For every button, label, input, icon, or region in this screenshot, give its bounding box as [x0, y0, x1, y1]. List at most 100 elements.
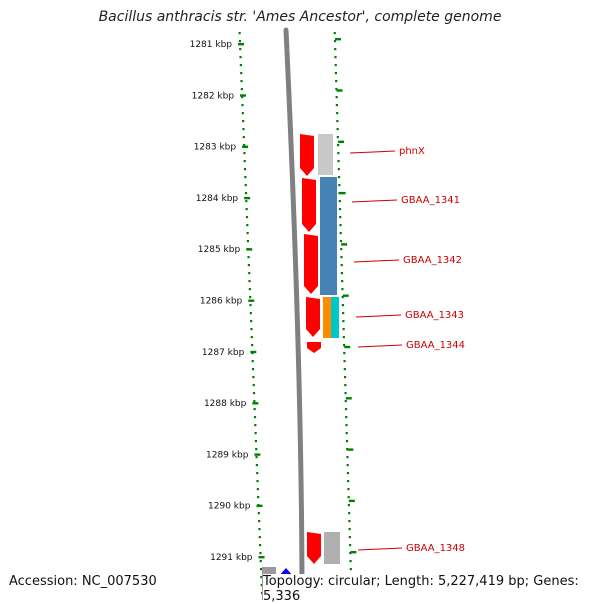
minor-tick [253, 400, 256, 403]
minor-tick [239, 64, 242, 67]
leader-line [353, 259, 400, 263]
minor-tick [334, 72, 338, 75]
minor-tick [348, 528, 351, 531]
minor-tick [346, 448, 349, 451]
minor-tick [339, 216, 342, 219]
minor-tick [337, 160, 340, 163]
gene-block-phnX [318, 134, 333, 175]
minor-tick [335, 88, 338, 91]
minor-tick [346, 464, 349, 467]
minor-tick [333, 32, 336, 35]
cds-arrow [306, 297, 320, 337]
minor-tick [251, 368, 255, 371]
leader-line [351, 199, 398, 203]
minor-tick [348, 512, 351, 515]
gene-label[interactable]: GBAA_1342 [403, 255, 462, 266]
gene-block-GBAA_1343 [323, 297, 331, 338]
gene-label[interactable]: GBAA_1348 [406, 543, 465, 554]
minor-tick [339, 224, 342, 227]
minor-tick [259, 560, 262, 563]
major-tick [339, 191, 346, 195]
major-tick [348, 499, 355, 503]
minor-tick [333, 40, 337, 43]
major-tick [242, 145, 249, 148]
minor-tick [349, 544, 352, 547]
gene-block-GBAA_1341 [320, 177, 337, 295]
minor-tick [250, 320, 253, 323]
minor-tick [246, 224, 249, 227]
minor-tick [243, 144, 246, 147]
minor-tick [258, 528, 261, 531]
minor-tick [259, 544, 262, 547]
major-tick [256, 504, 263, 508]
minor-tick [347, 488, 350, 491]
minor-tick [249, 296, 252, 299]
gene-label[interactable]: GBAA_1341 [401, 195, 460, 206]
minor-tick [337, 152, 340, 155]
minor-tick [258, 520, 261, 523]
cds-arrow [307, 342, 321, 353]
minor-tick [241, 104, 244, 107]
minor-tick [245, 200, 248, 203]
gene-label[interactable]: GBAA_1343 [405, 310, 464, 321]
minor-tick [337, 144, 340, 147]
minor-tick [347, 496, 350, 499]
minor-tick [345, 424, 348, 427]
backbone-line [283, 27, 305, 600]
leader-line [355, 314, 402, 318]
minor-tick [338, 200, 341, 203]
minor-tick [260, 576, 263, 579]
minor-tick [342, 336, 345, 339]
major-tick [342, 294, 349, 297]
minor-tick [340, 272, 344, 275]
tick-label: 1283 kbp [194, 143, 237, 153]
minor-tick [341, 280, 344, 283]
cds-arrow [307, 532, 321, 564]
minor-tick [255, 464, 258, 467]
minor-tick [245, 208, 248, 211]
ruler-ticks: 1281 kbp 1282 kbp 1283 kbp 1284 kbp 1285 kbp… [190, 32, 357, 595]
minor-tick [252, 376, 255, 379]
minor-tick [343, 344, 346, 347]
minor-tick [343, 376, 347, 379]
minor-tick [338, 208, 342, 211]
minor-tick [257, 512, 260, 515]
major-tick [254, 453, 261, 456]
minor-tick [250, 336, 253, 339]
minor-tick [240, 88, 243, 91]
tick-label: 1281 kbp [190, 40, 233, 50]
minor-tick [335, 80, 338, 83]
minor-tick [340, 256, 343, 259]
map-title: Bacillus anthracis str. 'Ames Ancestor',… [98, 9, 502, 25]
minor-tick [344, 384, 347, 387]
leader-line [357, 344, 403, 348]
minor-tick [247, 256, 250, 259]
major-tick [238, 43, 244, 46]
gene-labels: phnX GBAA_1341 GBAA_1342 GBAA_1343 GBAA_1344… [349, 146, 465, 554]
minor-tick [240, 80, 243, 83]
minor-tick [247, 264, 250, 267]
minor-tick [256, 488, 259, 491]
minor-tick [337, 176, 341, 179]
tick-label: 1288 kbp [204, 399, 247, 409]
minor-tick [241, 112, 244, 115]
major-tick [341, 243, 348, 246]
minor-tick [242, 136, 245, 139]
backbone-arc [283, 27, 305, 600]
gene-label[interactable]: GBAA_1344 [406, 340, 465, 351]
minor-tick [252, 392, 256, 395]
minor-tick [336, 112, 339, 115]
major-tick [336, 89, 343, 92]
minor-tick [341, 296, 344, 299]
minor-tick [347, 480, 350, 483]
minor-tick [336, 136, 339, 139]
major-tick [240, 94, 247, 97]
minor-tick [259, 552, 262, 555]
gene-label[interactable]: phnX [399, 146, 425, 157]
minor-tick [345, 432, 348, 435]
minor-tick [239, 56, 242, 59]
minor-tick [349, 568, 352, 571]
minor-tick [339, 232, 342, 235]
minor-tick [242, 128, 245, 131]
minor-tick [342, 320, 345, 323]
